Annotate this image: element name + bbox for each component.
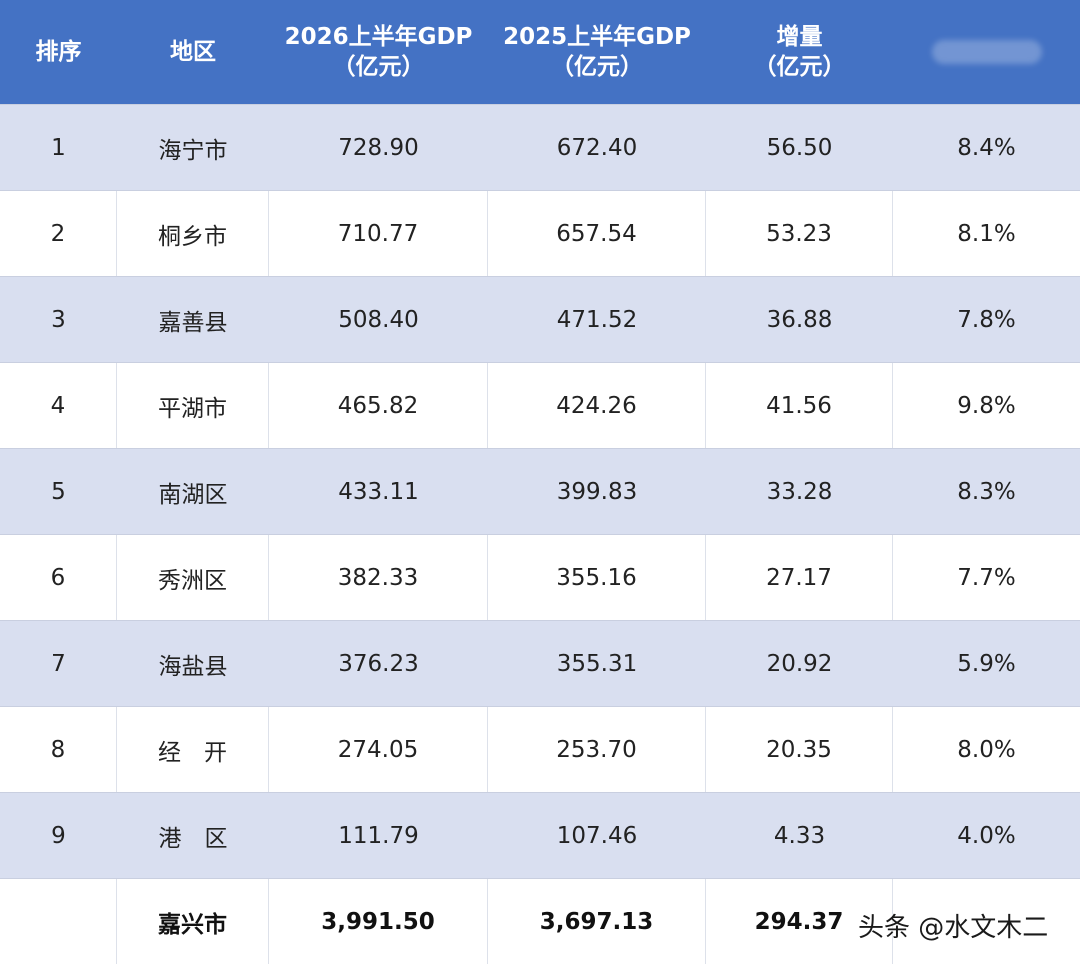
cell-gdp-2026: 376.23 [338,650,419,677]
header-rank: 排序 [35,39,82,65]
cell-rank: 5 [51,478,66,505]
table-body: 1 海宁市 728.90 672.40 56.50 8.4% 2 桐乡市 710.77 657.5… [0,104,1080,878]
cell-increase: 20.92 [766,650,833,677]
cell-gdp-2026: 382.33 [269,535,488,620]
cell-increase: 20.35 [706,707,893,792]
header-gdp-2026-line1: 2026上半年GDP [284,24,473,50]
cell-gdp-2026: 274.05 [269,707,488,792]
cell-rank: 4 [0,363,117,448]
total-region: 嘉兴市 [117,879,269,964]
cell-increase: 27.17 [706,535,893,620]
table-row: 4 平湖市 465.82 424.26 41.56 9.8% [0,362,1080,448]
cell-region: 秀洲区 [117,535,269,620]
cell-region: 海宁市 [158,137,228,164]
cell-rank: 7 [51,650,66,677]
cell-region: 嘉善县 [158,309,228,336]
cell-growth: 4.0% [957,822,1016,849]
cell-growth: 9.8% [957,392,1016,419]
header-gdp-2026: 2026上半年GDP （亿元） [269,0,488,104]
table-row: 9 港 区 111.79 107.46 4.33 4.0% [0,792,1080,878]
source-credit: 头条 @水文木二 [858,913,1049,943]
cell-gdp-2025: 355.31 [556,650,638,677]
table-row: 3 嘉善县 508.40 471.52 36.88 7.8% [0,276,1080,362]
table-row: 1 海宁市 728.90 672.40 56.50 8.4% [0,104,1080,190]
cell-gdp-2025: 107.46 [556,822,638,849]
total-gdp-2025: 3,697.13 [488,879,706,964]
cell-region: 经 开 [117,707,269,792]
total-gdp-2026: 3,991.50 [269,879,488,964]
header-growth [893,0,1080,104]
cell-region: 港 区 [158,825,228,852]
cell-region: 桐乡市 [117,191,269,276]
cell-growth: 8.0% [957,736,1016,763]
cell-gdp-2025: 424.26 [488,363,706,448]
cell-increase: 33.28 [766,478,833,505]
cell-rank: 1 [51,134,66,161]
cell-increase: 36.88 [766,306,833,333]
header-increase: 增量 （亿元） [706,0,893,104]
total-row: 嘉兴市 3,991.50 3,697.13 294.37 [0,878,1080,964]
cell-gdp-2025: 355.16 [488,535,706,620]
table-header: 排序 地区 2026上半年GDP （亿元） 2025上半年GDP （亿元） 增量… [0,0,1080,104]
cell-growth: 8.4% [957,134,1016,161]
table-row: 5 南湖区 433.11 399.83 33.28 8.3% [0,448,1080,534]
cell-growth: 7.8% [957,306,1016,333]
cell-increase: 53.23 [706,191,893,276]
cell-gdp-2025: 672.40 [556,134,638,161]
cell-growth: 5.9% [957,650,1016,677]
cell-region: 平湖市 [117,363,269,448]
cell-gdp-2026: 111.79 [338,822,419,849]
header-increase-line1: 增量 [776,24,823,50]
header-gdp-2025-line1: 2025上半年GDP [503,24,691,50]
cell-gdp-2025: 253.70 [488,707,706,792]
cell-gdp-2026: 728.90 [338,134,419,161]
blurred-watermark [931,40,1042,64]
cell-gdp-2026: 465.82 [269,363,488,448]
cell-rank: 8 [0,707,117,792]
table-row: 7 海盐县 376.23 355.31 20.92 5.9% [0,620,1080,706]
cell-rank: 3 [51,306,66,333]
header-increase-line2: （亿元） [753,54,846,80]
cell-gdp-2025: 471.52 [556,306,638,333]
table-row: 2 桐乡市 710.77 657.54 53.23 8.1% [0,190,1080,276]
cell-increase: 41.56 [706,363,893,448]
cell-increase: 4.33 [773,822,826,849]
header-gdp-2025: 2025上半年GDP （亿元） [488,0,706,104]
cell-gdp-2025: 657.54 [488,191,706,276]
total-rank [0,879,117,964]
header-gdp-2025-line2: （亿元） [551,54,643,80]
table-row: 6 秀洲区 382.33 355.16 27.17 7.7% [0,534,1080,620]
cell-rank: 2 [0,191,117,276]
cell-rank: 9 [51,822,66,849]
cell-region: 南湖区 [158,481,228,508]
total-increase: 294.37 [706,879,893,964]
cell-gdp-2026: 710.77 [269,191,488,276]
header-region: 地区 [170,39,216,65]
cell-growth: 8.1% [957,220,1016,247]
cell-growth: 8.3% [957,478,1016,505]
cell-gdp-2026: 508.40 [338,306,419,333]
cell-growth: 7.7% [957,564,1016,591]
cell-increase: 56.50 [766,134,833,161]
cell-region: 海盐县 [158,653,228,680]
cell-gdp-2025: 399.83 [556,478,638,505]
cell-rank: 6 [0,535,117,620]
header-gdp-2026-line2: （亿元） [332,54,425,80]
cell-gdp-2026: 433.11 [338,478,419,505]
